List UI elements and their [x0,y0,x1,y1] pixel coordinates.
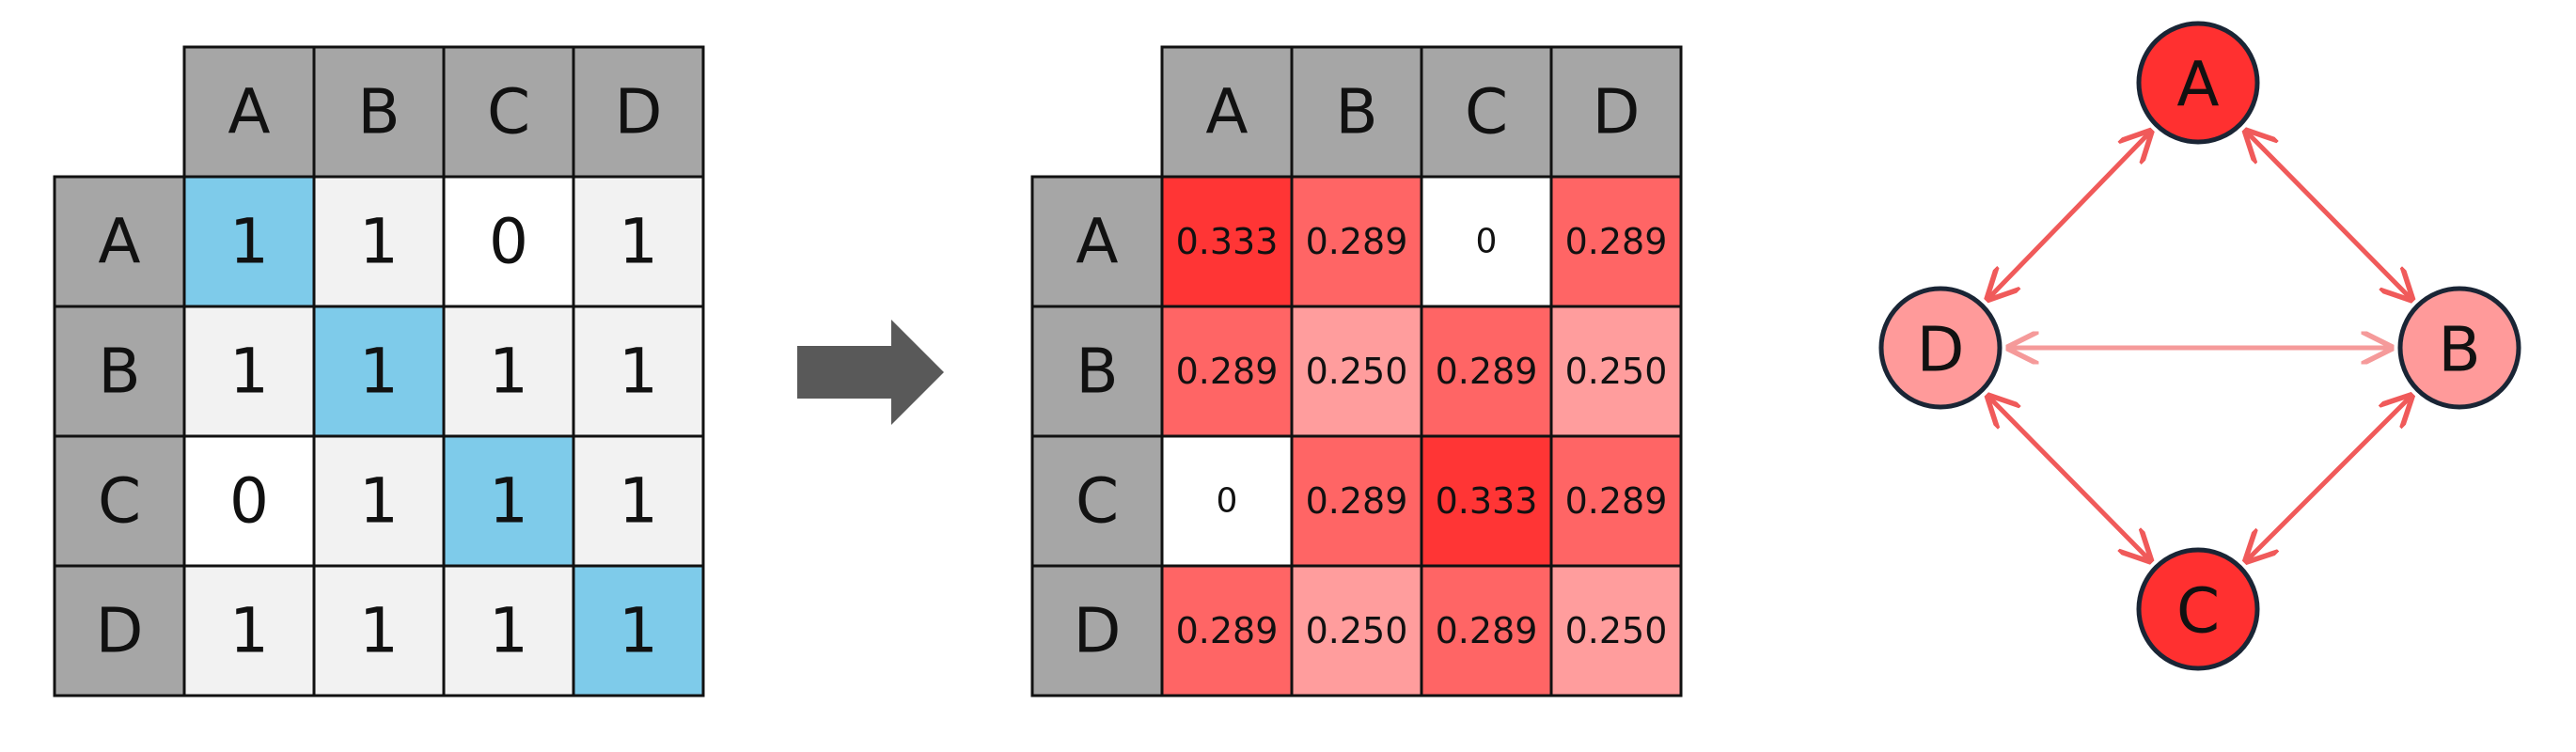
adjacency-cell-value: 0 [489,206,528,278]
adjacency-col-header-label: D [615,76,663,149]
graph-edges [1988,132,2411,560]
adjacency-cell [442,434,575,568]
adjacency-cell-value: 1 [489,465,528,538]
adjacency-row-header-label: D [96,595,144,667]
normalized-row-header-label: D [1074,595,1122,667]
normalized-cell-value: 0.289 [1306,480,1408,522]
normalized-cell [1549,564,1683,697]
adjacency-col-header-label: A [228,76,270,149]
normalized-cell-value: 0.289 [1176,610,1279,651]
adjacency-cell-value: 0 [229,465,269,538]
normalized-row-header-cell [1030,434,1164,568]
adjacency-cell-value: 1 [359,336,399,408]
normalized-cell [1290,564,1423,697]
normalized-row-header-label: C [1076,465,1119,538]
normalized-col-header-label: A [1205,76,1248,149]
adjacency-cell-value: 1 [619,206,658,278]
adjacency-cell-value: 1 [359,595,399,667]
adjacency-cell [312,175,446,308]
normalized-cell [1160,305,1294,438]
adjacency-cell [312,305,446,438]
normalized-col-header-label: B [1335,76,1377,149]
graph-edge-a-b [2246,132,2411,299]
adjacency-cell [572,434,705,568]
graph-diagram: A B C D [1878,21,2521,671]
graph-node-label: D [1917,314,1965,386]
adjacency-row-header-cell [53,564,186,697]
normalized-cell [1549,305,1683,438]
normalized-cell [1549,434,1683,568]
graph-node-label: C [2176,575,2220,648]
normalized-cell-value: 0.250 [1565,610,1668,651]
normalized-cell-value: 0.333 [1436,480,1538,522]
adjacency-cell-value: 1 [619,336,658,408]
adjacency-cell [182,564,316,697]
graph-node-a [2136,21,2260,145]
normalized-cell-value: 0.289 [1436,351,1538,392]
normalized-col-header-label: C [1465,76,1508,149]
normalized-col-header-cell [1549,45,1683,179]
normalized-row-header-label: A [1076,206,1118,278]
adjacency-cell [572,175,705,308]
normalized-cell-value: 0 [1476,223,1498,261]
normalized-cell [1420,564,1553,697]
graph-node-c [2136,547,2260,671]
adjacency-cell [182,434,316,568]
adjacency-cell-value: 1 [489,336,528,408]
adjacency-cell-value: 1 [619,465,658,538]
adjacency-col-header-label: B [357,76,400,149]
graph-edge-a-d [1988,132,2150,298]
graph-node-d [1878,286,2003,410]
normalized-row-header-label: B [1076,336,1118,408]
adjacency-row-header-cell [53,305,186,438]
adjacency-col-header-cell [572,45,705,179]
normalized-cell-value: 0.289 [1565,480,1668,522]
normalized-cell [1160,564,1294,697]
normalized-col-header-cell [1420,45,1553,179]
adjacency-cell-value: 1 [359,206,399,278]
adjacency-cell-value: 1 [619,595,658,667]
normalized-cell [1420,305,1553,438]
normalized-cell-value: 0.333 [1176,221,1279,262]
normalized-cell-value: 0.289 [1306,221,1408,262]
normalized-cell-value: 0.250 [1565,351,1668,392]
normalized-cell-value: 0.289 [1436,610,1538,651]
normalized-cell-value: 0.289 [1176,351,1279,392]
normalized-cell [1290,434,1423,568]
normalized-cell [1420,434,1553,568]
adjacency-cell [572,564,705,697]
adjacency-row-header-label: B [98,336,140,408]
graph-edge-b-c [2247,397,2411,561]
graph-node-label: B [2438,314,2480,386]
adjacency-cell-value: 1 [229,595,269,667]
graph-node-b [2397,286,2521,410]
adjacency-cell-value: 1 [359,465,399,538]
normalized-cell [1549,175,1683,308]
graph-edge-d-c [1988,397,2150,560]
normalized-cell-value: 0.250 [1306,351,1408,392]
adjacency-col-header-cell [312,45,446,179]
normalized-cell-value: 0.250 [1306,610,1408,651]
adjacency-cell [442,564,575,697]
transform-arrow [797,320,944,425]
normalized-cell-value: 0.289 [1565,221,1668,262]
adjacency-row-header-label: C [98,465,141,538]
normalized-row-header-cell [1030,175,1164,308]
normalized-col-header-label: D [1593,76,1641,149]
adjacency-col-header-cell [182,45,316,179]
graph-node-label: A [2176,49,2219,121]
adjacency-row-header-label: A [98,206,140,278]
graph-nodes: A B C D [1878,21,2521,671]
adjacency-cell-value: 1 [229,336,269,408]
adjacency-cell [312,564,446,697]
adjacency-col-header-label: C [487,76,530,149]
adjacency-cell-value: 1 [229,206,269,278]
normalized-cell-value: 0 [1217,482,1238,521]
adjacency-cell [572,305,705,438]
adjacency-cell [312,434,446,568]
adjacency-cell-value: 1 [489,595,528,667]
